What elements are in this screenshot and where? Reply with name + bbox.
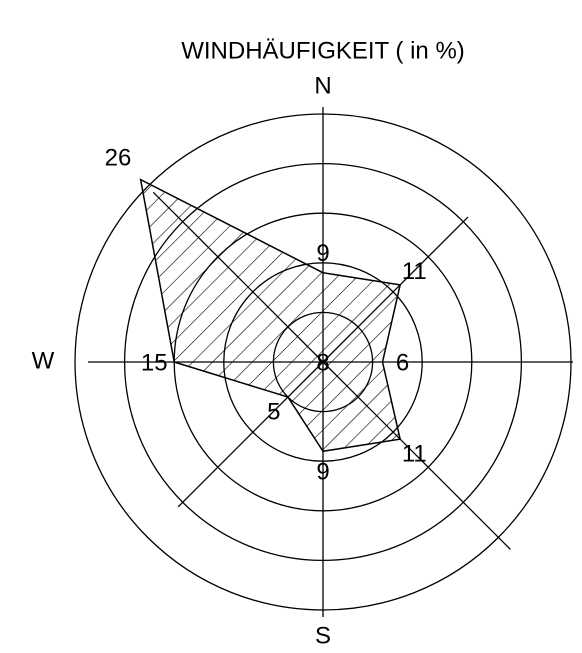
- data-label: 11: [402, 258, 427, 285]
- data-label: 9: [316, 240, 329, 267]
- data-area: [139, 178, 402, 453]
- chart-title: WINDHÄUFIGKEIT ( in %): [181, 37, 465, 64]
- data-label: 5: [267, 399, 280, 426]
- calm-label: 8: [316, 349, 329, 376]
- direction-label: W: [32, 347, 55, 374]
- direction-label: N: [314, 72, 331, 99]
- direction-label: S: [315, 622, 331, 649]
- data-label: 6: [396, 349, 409, 376]
- data-label: 9: [316, 459, 329, 486]
- data-label: 26: [105, 144, 132, 171]
- data-label: 15: [141, 349, 168, 376]
- data-label: 11: [402, 441, 427, 468]
